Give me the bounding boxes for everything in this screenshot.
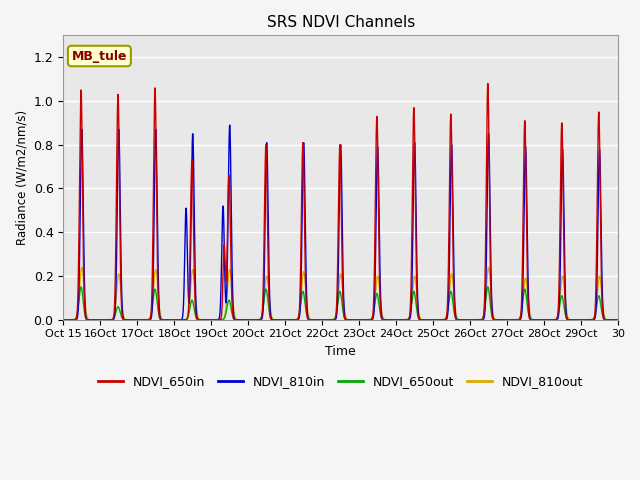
NDVI_810in [172,317,180,323]
NDVI_810out [60,317,67,323]
NDVI_650out [178,317,186,323]
NDVI_810out [78,264,86,270]
NDVI_650out [172,317,180,323]
NDVI_650out [267,315,275,321]
NDVI_650in [172,317,180,323]
NDVI_810out [178,317,186,323]
NDVI_810out [612,317,620,323]
NDVI_650in [267,316,275,322]
Line: NDVI_810in: NDVI_810in [63,125,618,320]
NDVI_650out [612,317,620,323]
NDVI_810in [614,317,622,323]
NDVI_650out [77,284,85,290]
NDVI_810out [417,316,425,322]
NDVI_810out [496,317,504,323]
NDVI_810in [612,317,620,323]
NDVI_650out [496,317,504,323]
NDVI_650in [60,317,67,323]
NDVI_810out [172,317,180,323]
Text: MB_tule: MB_tule [72,49,127,62]
Line: NDVI_650out: NDVI_650out [63,287,618,320]
NDVI_650in [417,317,425,323]
NDVI_810in [60,317,67,323]
Y-axis label: Radiance (W/m2/nm/s): Radiance (W/m2/nm/s) [15,110,28,245]
NDVI_810in [178,316,186,322]
NDVI_650in [496,317,504,323]
Title: SRS NDVI Channels: SRS NDVI Channels [266,15,415,30]
NDVI_650in [178,317,186,323]
NDVI_810in [226,122,234,128]
NDVI_810in [417,317,425,323]
NDVI_650out [60,317,67,323]
X-axis label: Time: Time [325,345,356,358]
NDVI_810out [267,310,275,316]
NDVI_650in [612,317,620,323]
NDVI_650out [614,317,622,323]
NDVI_650in [484,81,492,86]
Line: NDVI_650in: NDVI_650in [63,84,618,320]
NDVI_810in [267,314,275,320]
NDVI_650in [614,317,622,323]
NDVI_810out [614,317,622,323]
Line: NDVI_810out: NDVI_810out [63,267,618,320]
NDVI_810in [496,317,504,323]
Legend: NDVI_650in, NDVI_810in, NDVI_650out, NDVI_810out: NDVI_650in, NDVI_810in, NDVI_650out, NDV… [93,370,588,393]
NDVI_650out [417,317,425,323]
